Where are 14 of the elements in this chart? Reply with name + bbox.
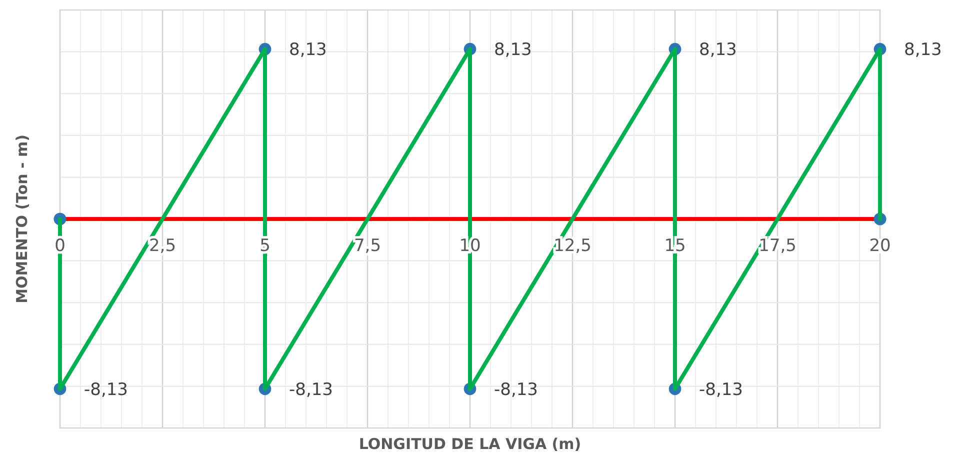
x-tick-label: 2,5 (148, 236, 176, 256)
data-label: -8,13 (84, 380, 128, 400)
data-label: 8,13 (699, 40, 737, 60)
data-label: 8,13 (904, 40, 942, 60)
data-label: -8,13 (699, 380, 743, 400)
y-axis-title: MOMENTO (Ton - m) (13, 134, 31, 304)
x-tick-label: 5 (260, 236, 270, 256)
x-tick-label: 7,5 (354, 236, 382, 256)
data-label: 8,13 (494, 40, 532, 60)
x-axis-title: LONGITUD DE LA VIGA (m) (358, 435, 582, 453)
x-tick-label: 20 (869, 236, 891, 256)
data-label: 8,13 (289, 40, 327, 60)
data-label: -8,13 (494, 380, 538, 400)
data-label: -8,13 (289, 380, 333, 400)
